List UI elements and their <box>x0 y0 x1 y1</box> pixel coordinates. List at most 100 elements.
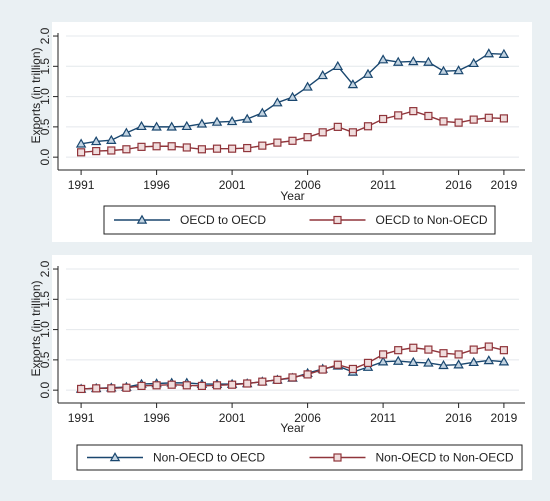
data-point <box>182 381 191 390</box>
data-point <box>303 133 312 142</box>
data-point <box>483 355 495 365</box>
data-point <box>469 115 478 124</box>
data-point <box>107 146 116 155</box>
data-point <box>136 120 147 131</box>
data-point <box>483 48 495 58</box>
data-point <box>348 128 357 137</box>
x-tick-label: 2006 <box>294 178 321 192</box>
x-tick-label: 1991 <box>68 178 95 192</box>
y-tick-label: 1.0 <box>38 88 52 105</box>
data-point <box>152 142 161 151</box>
y-tick-label: 0.5 <box>38 351 52 368</box>
data-point <box>243 379 252 388</box>
x-tick-label: 2016 <box>445 411 472 425</box>
data-point <box>379 350 388 359</box>
series-2 <box>76 107 508 157</box>
data-point <box>363 122 373 131</box>
y-axis-title: Exports (in trillion) <box>29 47 43 143</box>
data-point <box>272 97 283 107</box>
data-point <box>424 111 433 121</box>
x-axis-title: Year <box>280 421 304 435</box>
data-point <box>228 144 237 153</box>
data-point <box>468 57 479 68</box>
x-tick-label: 2011 <box>370 178 396 192</box>
data-point <box>228 380 237 389</box>
data-point <box>241 113 253 123</box>
data-point <box>197 381 206 391</box>
x-tick-label: 2001 <box>219 178 246 192</box>
data-point <box>107 384 116 393</box>
data-point <box>348 364 357 374</box>
x-tick-label: 2016 <box>445 178 472 192</box>
data-point <box>362 68 374 78</box>
data-point <box>392 56 404 66</box>
data-point <box>468 356 479 367</box>
data-point <box>212 381 222 390</box>
data-point <box>302 81 313 91</box>
data-point <box>484 113 493 122</box>
chart-1: 0.0 0.5 1.0 1.5 2.0 1991 1996 2001 2006 2011 2016 2… <box>29 22 532 242</box>
data-point <box>409 107 418 116</box>
x-tick-label: 2006 <box>294 411 321 425</box>
data-point <box>377 54 389 64</box>
data-point <box>273 375 282 384</box>
legend: OECD to OECD OECD to Non-OECD <box>103 205 496 235</box>
data-point <box>258 377 267 386</box>
data-point <box>75 138 87 148</box>
data-point <box>469 345 478 354</box>
legend-marker <box>333 453 342 462</box>
y-tick-label: 0.0 <box>38 381 52 398</box>
y-tick-label: 0.5 <box>38 118 52 135</box>
x-tick-label: 2019 <box>491 411 518 425</box>
y-tick-label: 1.5 <box>38 291 52 308</box>
legend-label: OECD to Non-OECD <box>376 213 488 227</box>
data-point <box>167 142 176 151</box>
data-point <box>498 356 510 366</box>
y-tick-label: 0.0 <box>38 148 52 165</box>
data-point <box>392 355 404 365</box>
y-tick-label: 2.0 <box>38 27 52 44</box>
data-point <box>409 343 418 352</box>
data-point <box>484 342 493 351</box>
data-point <box>317 69 328 80</box>
data-point <box>394 111 403 120</box>
data-point <box>137 142 146 151</box>
data-point <box>151 121 162 131</box>
x-axis-title: Year <box>280 189 304 203</box>
legend-box <box>103 205 496 235</box>
data-point <box>438 65 449 75</box>
data-point <box>257 107 268 117</box>
data-point <box>288 136 297 145</box>
data-point <box>332 60 344 71</box>
series-2 <box>76 342 508 394</box>
x-tick-label: 2001 <box>219 411 246 425</box>
data-point <box>394 346 403 355</box>
data-point <box>106 134 117 144</box>
data-point <box>408 356 419 367</box>
data-point <box>347 79 359 89</box>
data-point <box>454 118 463 127</box>
data-point <box>453 65 464 75</box>
data-point <box>423 357 434 367</box>
data-point <box>258 141 267 150</box>
data-point <box>166 121 177 131</box>
data-point <box>363 358 373 368</box>
x-tick-label: 2011 <box>370 411 396 425</box>
data-point <box>182 143 191 152</box>
data-point <box>243 143 252 153</box>
data-point <box>453 359 464 369</box>
data-point <box>121 127 132 137</box>
data-point <box>318 128 327 137</box>
data-point <box>90 135 102 146</box>
legend-label: OECD to OECD <box>180 213 266 227</box>
legend-marker <box>333 215 342 225</box>
legend-marker <box>109 452 121 462</box>
legend-marker <box>136 214 148 224</box>
data-point <box>439 349 448 358</box>
data-point <box>438 359 449 370</box>
data-point <box>498 48 510 58</box>
legend-label: Non-OECD to OECD <box>153 451 265 465</box>
data-point <box>197 145 206 154</box>
